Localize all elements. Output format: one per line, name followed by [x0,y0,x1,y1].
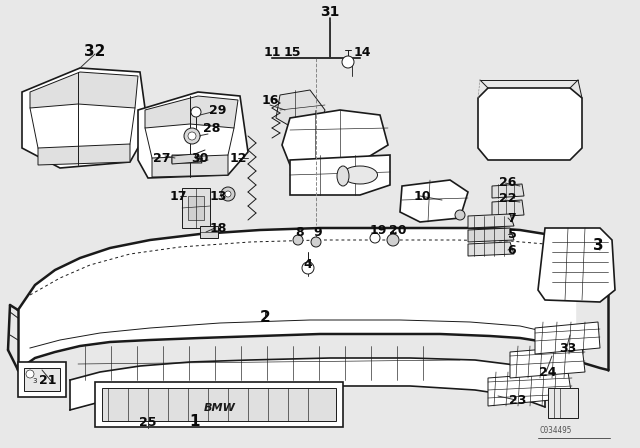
Polygon shape [468,228,514,242]
Text: 30: 30 [191,151,209,164]
Circle shape [302,262,314,274]
Bar [24,368,60,391]
Circle shape [184,128,200,144]
Text: 29: 29 [209,103,227,116]
Text: 1: 1 [189,414,200,430]
Circle shape [188,132,196,140]
Polygon shape [535,322,600,354]
Polygon shape [538,228,615,302]
Text: 31: 31 [320,5,340,19]
Text: 12: 12 [229,151,247,164]
Text: 14: 14 [353,46,371,59]
Text: 9: 9 [314,225,323,238]
Polygon shape [138,92,248,178]
Text: 32: 32 [84,44,106,60]
Polygon shape [172,154,198,164]
Circle shape [191,107,201,117]
Circle shape [387,234,399,246]
Circle shape [455,210,465,220]
Ellipse shape [337,166,349,186]
Text: 3: 3 [593,238,604,254]
Text: 18: 18 [209,221,227,234]
Polygon shape [22,68,148,168]
Polygon shape [510,346,585,378]
Polygon shape [492,200,524,217]
Polygon shape [290,155,390,195]
Text: 23: 23 [509,393,527,406]
Text: 33: 33 [559,341,577,354]
Circle shape [26,370,34,378]
Polygon shape [38,144,130,165]
Polygon shape [400,180,468,222]
Bar [548,388,578,418]
Polygon shape [276,90,325,132]
Text: 5: 5 [508,228,516,241]
Polygon shape [152,155,228,177]
Polygon shape [145,96,238,128]
Text: 20: 20 [389,224,407,237]
Text: 10: 10 [413,190,431,202]
Polygon shape [468,214,514,228]
Text: 25: 25 [140,415,157,428]
Text: 2: 2 [260,310,270,326]
Polygon shape [468,242,514,256]
Text: 26: 26 [499,176,516,189]
Polygon shape [492,184,524,198]
Polygon shape [478,88,582,160]
Circle shape [342,56,354,68]
Bar [200,226,218,238]
Text: 15: 15 [284,46,301,59]
Bar [182,188,210,228]
Circle shape [293,235,303,245]
Bar [188,196,204,220]
Text: 24: 24 [540,366,557,379]
Polygon shape [30,72,138,108]
Circle shape [221,187,235,201]
Polygon shape [488,372,572,406]
Text: 6: 6 [508,244,516,257]
Text: 3: 3 [33,378,37,384]
Bar [102,388,336,421]
Text: 11: 11 [263,46,281,59]
Text: C034495: C034495 [540,426,572,435]
Bar [95,382,343,427]
Circle shape [311,237,321,247]
Text: 7: 7 [508,211,516,224]
Text: 13: 13 [209,190,227,202]
Text: 17: 17 [169,190,187,202]
Text: 16: 16 [261,94,278,107]
Bar [343,165,378,187]
Text: 19: 19 [369,224,387,237]
Text: 22: 22 [499,191,516,204]
Text: 27: 27 [153,151,171,164]
Ellipse shape [342,166,378,184]
Text: 28: 28 [204,121,221,134]
Text: BMW: BMW [204,403,236,413]
Circle shape [370,233,380,243]
Text: 8: 8 [296,225,304,238]
Polygon shape [172,155,202,163]
Polygon shape [282,110,388,165]
Circle shape [225,191,231,197]
Bar [18,362,66,397]
Text: 4: 4 [303,258,312,271]
Text: 21: 21 [39,374,57,387]
